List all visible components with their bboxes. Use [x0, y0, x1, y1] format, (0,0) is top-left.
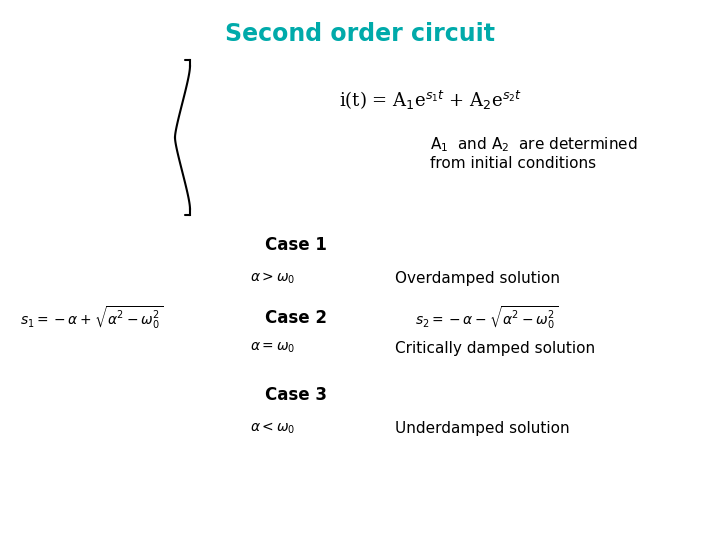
Text: A$_1$  and A$_2$  are determined: A$_1$ and A$_2$ are determined	[430, 136, 638, 154]
Text: $\alpha = \omega_0$: $\alpha = \omega_0$	[250, 341, 295, 355]
Text: Overdamped solution: Overdamped solution	[395, 271, 560, 286]
Text: from initial conditions: from initial conditions	[430, 156, 596, 171]
Text: $s_2 = -\alpha - \sqrt{\alpha^2 - \omega_0^2}$: $s_2 = -\alpha - \sqrt{\alpha^2 - \omega…	[415, 305, 558, 331]
Text: $\alpha > \omega_0$: $\alpha > \omega_0$	[250, 271, 295, 286]
Text: Case 3: Case 3	[265, 386, 327, 404]
Text: Critically damped solution: Critically damped solution	[395, 341, 595, 355]
Text: $\alpha < \omega_0$: $\alpha < \omega_0$	[250, 420, 295, 436]
Text: Case 1: Case 1	[265, 236, 327, 254]
Text: $s_1 = -\alpha + \sqrt{\alpha^2 - \omega_0^2}$: $s_1 = -\alpha + \sqrt{\alpha^2 - \omega…	[20, 305, 163, 331]
Text: i(t) = A$_1$e$^{s_1t}$ + A$_2$e$^{s_2t}$: i(t) = A$_1$e$^{s_1t}$ + A$_2$e$^{s_2t}$	[338, 89, 521, 112]
Text: Case 2: Case 2	[265, 309, 327, 327]
Text: Second order circuit: Second order circuit	[225, 22, 495, 46]
Text: Underdamped solution: Underdamped solution	[395, 421, 570, 435]
